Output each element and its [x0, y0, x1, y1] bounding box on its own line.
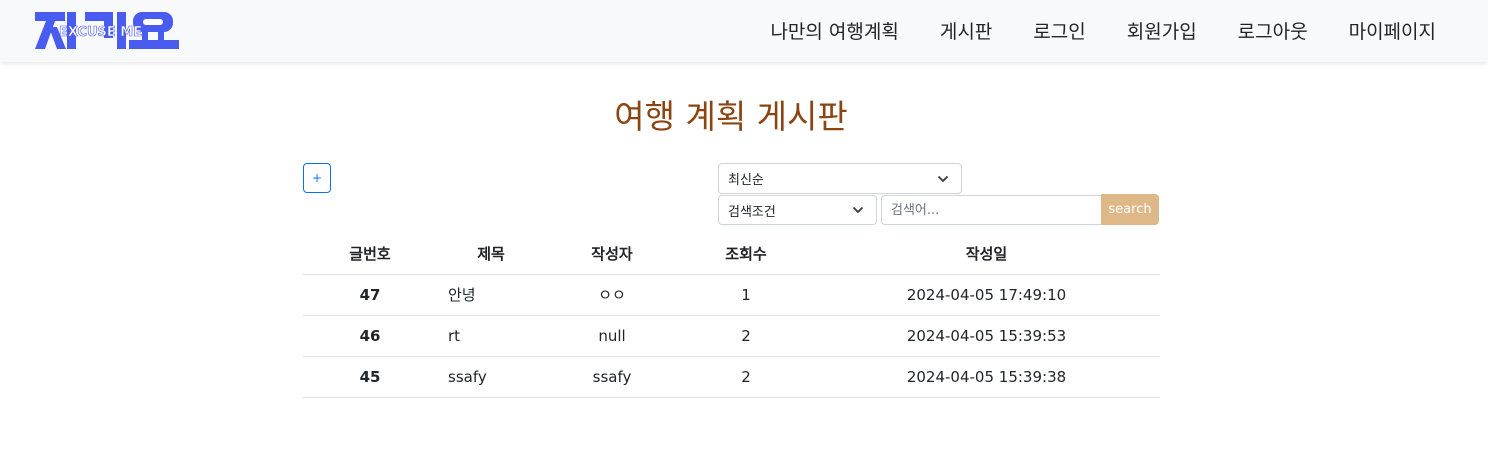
nav-logout[interactable]: 로그아웃 [1237, 20, 1308, 43]
sort-select-value: 최신순 [728, 173, 764, 188]
post-table: 글번호 제목 작성자 조회수 작성일 47 안녕 ㅇㅇ 1 2024-04-05… [303, 233, 1160, 398]
post-number: 46 [303, 315, 437, 357]
search-condition-value: 검색조건 [728, 204, 776, 220]
nav-mypage[interactable]: 마이페이지 [1348, 20, 1436, 43]
page-title: 여행 계획 게시판 [614, 97, 848, 136]
table-row[interactable]: 46 rt null 2 2024-04-05 15:39:53 [303, 315, 1160, 357]
post-author: null [545, 315, 679, 357]
nav-my-travel-plan[interactable]: 나만의 여행계획 [770, 20, 899, 43]
post-author: ssafy [545, 356, 679, 398]
post-views: 1 [679, 274, 813, 316]
post-title-link[interactable]: 안녕 [437, 274, 545, 316]
col-header-author: 작성자 [545, 233, 679, 275]
add-post-button[interactable]: + [303, 163, 331, 193]
post-number: 45 [303, 356, 437, 398]
col-header-title: 제목 [437, 233, 545, 275]
site-logo[interactable]: EXCUSE ME [33, 9, 181, 53]
post-date: 2024-04-05 15:39:53 [813, 315, 1160, 357]
post-date: 2024-04-05 15:39:38 [813, 356, 1160, 398]
logo-graphic: EXCUSE ME [35, 12, 179, 49]
post-title-link[interactable]: rt [437, 315, 545, 357]
sort-select[interactable]: 최신순 [718, 163, 962, 194]
logo-text: EXCUSE ME [59, 25, 142, 40]
table-header-row: 글번호 제목 작성자 조회수 작성일 [303, 233, 1160, 275]
search-condition-select[interactable]: 검색조건 [718, 195, 877, 225]
post-views: 2 [679, 356, 813, 398]
nav-board[interactable]: 게시판 [939, 20, 993, 43]
search-input[interactable] [881, 195, 1102, 225]
col-header-date: 작성일 [813, 233, 1160, 275]
col-header-views: 조회수 [679, 233, 813, 275]
col-header-number: 글번호 [303, 233, 437, 275]
post-views: 2 [679, 315, 813, 357]
post-title-link[interactable]: ssafy [437, 356, 545, 398]
nav-signup[interactable]: 회원가입 [1126, 20, 1197, 43]
nav-login[interactable]: 로그인 [1033, 20, 1086, 43]
post-author: ㅇㅇ [545, 274, 679, 316]
table-row[interactable]: 45 ssafy ssafy 2 2024-04-05 15:39:38 [303, 356, 1160, 398]
post-date: 2024-04-05 17:49:10 [813, 274, 1160, 316]
search-button[interactable]: search [1101, 194, 1159, 225]
top-navbar: EXCUSE ME 나만의 여행계획 게시판 로그인 회원가입 로그아웃 마이페… [0, 0, 1488, 62]
table-row[interactable]: 47 안녕 ㅇㅇ 1 2024-04-05 17:49:10 [303, 274, 1160, 316]
chevron-down-icon [852, 206, 864, 214]
post-number: 47 [303, 274, 437, 316]
nav-links: 나만의 여행계획 게시판 로그인 회원가입 로그아웃 마이페이지 [729, 0, 1436, 60]
chevron-down-icon [937, 175, 949, 182]
